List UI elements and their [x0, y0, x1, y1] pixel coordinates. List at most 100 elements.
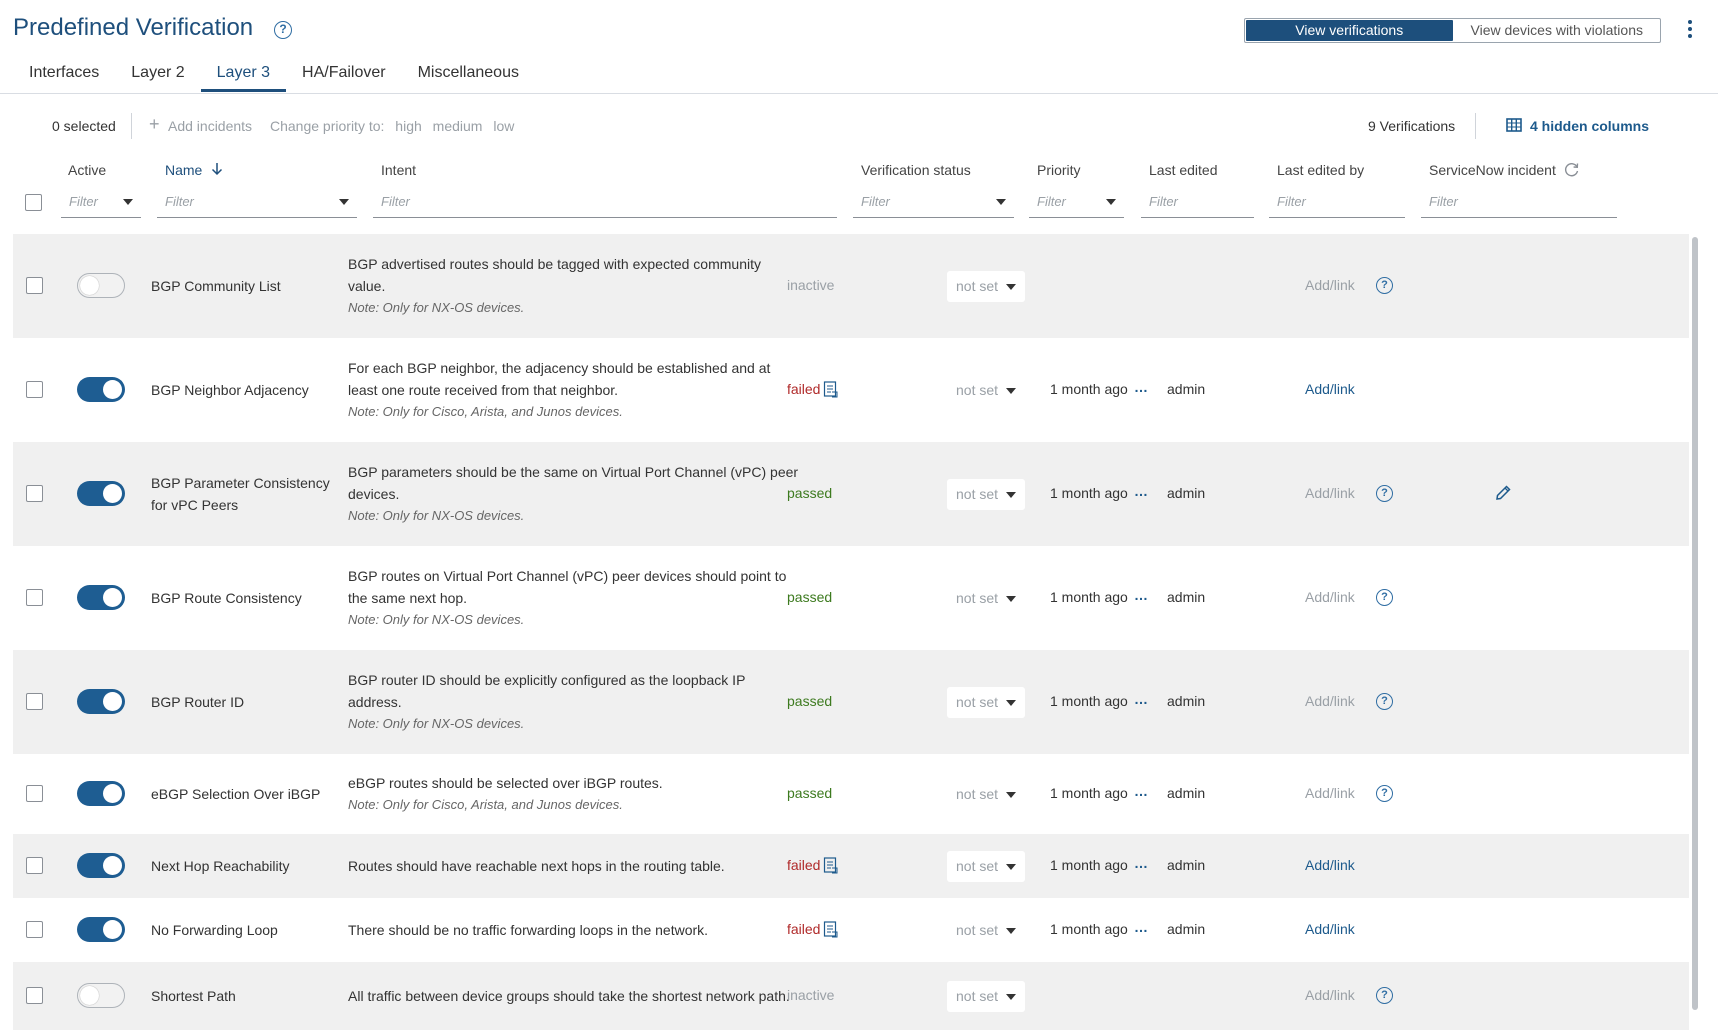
help-icon[interactable]: ? — [1376, 987, 1393, 1004]
more-icon[interactable]: … — [1134, 783, 1148, 799]
report-icon[interactable] — [823, 381, 838, 398]
toggle-knob — [103, 484, 122, 503]
view-verifications-button[interactable]: View verifications — [1246, 20, 1453, 41]
more-icon[interactable]: … — [1134, 919, 1148, 935]
last-edited-by-filter[interactable]: Filter — [1269, 185, 1405, 218]
tab-layer-2[interactable]: Layer 2 — [131, 64, 185, 81]
column-header-servicenow-incident[interactable]: ServiceNow incident — [1429, 162, 1556, 178]
active-filter[interactable]: Filter — [61, 185, 141, 218]
verification-status: passed — [787, 485, 833, 501]
priority-select[interactable]: not set — [947, 851, 1025, 882]
verification-name[interactable]: BGP Router ID — [151, 691, 244, 713]
row-checkbox[interactable] — [26, 987, 43, 1004]
active-toggle[interactable] — [77, 689, 125, 714]
more-icon[interactable]: … — [1134, 855, 1148, 871]
column-header-priority[interactable]: Priority — [1037, 162, 1081, 178]
row-checkbox[interactable] — [26, 785, 43, 802]
tab-ha-failover[interactable]: HA/Failover — [302, 64, 386, 81]
kebab-menu-icon[interactable] — [1687, 20, 1693, 40]
row-checkbox[interactable] — [26, 485, 43, 502]
view-devices-with-violations-button[interactable]: View devices with violations — [1470, 22, 1644, 38]
tab-layer-3[interactable]: Layer 3 — [200, 62, 287, 92]
column-header-last-edited[interactable]: Last edited — [1149, 162, 1218, 178]
priority-select[interactable]: not set — [947, 687, 1025, 718]
verification-name-line: BGP Community List — [151, 278, 281, 294]
add-incidents-button[interactable]: Add incidents — [168, 118, 253, 134]
column-header-verification-status[interactable]: Verification status — [861, 162, 971, 178]
priority-select[interactable]: not set — [947, 583, 1025, 614]
priority-select[interactable]: not set — [947, 479, 1025, 510]
columns-icon[interactable] — [1506, 117, 1522, 133]
priority-medium-button[interactable]: medium — [432, 118, 483, 134]
active-toggle[interactable] — [77, 481, 125, 506]
active-toggle[interactable] — [77, 781, 125, 806]
verification-name[interactable]: Next Hop Reachability — [151, 855, 290, 877]
help-icon[interactable]: ? — [1376, 277, 1393, 294]
chevron-down-icon — [1006, 928, 1016, 934]
row-checkbox[interactable] — [26, 381, 43, 398]
active-toggle[interactable] — [77, 273, 125, 298]
column-header-intent[interactable]: Intent — [381, 162, 417, 178]
sort-down-icon[interactable] — [210, 161, 224, 177]
tab-miscellaneous[interactable]: Miscellaneous — [417, 64, 519, 81]
more-icon[interactable]: … — [1134, 379, 1148, 395]
help-icon[interactable]: ? — [274, 21, 292, 39]
row-checkbox[interactable] — [26, 921, 43, 938]
scrollbar-thumb[interactable] — [1692, 237, 1698, 1010]
help-icon[interactable]: ? — [1376, 485, 1393, 502]
select-all-checkbox[interactable] — [25, 194, 42, 211]
column-header-name[interactable]: Name — [165, 162, 203, 178]
priority-low-button[interactable]: low — [493, 118, 515, 134]
priority-select[interactable]: not set — [947, 915, 1025, 946]
active-toggle[interactable] — [77, 585, 125, 610]
verification-name[interactable]: BGP Parameter Consistency for vPC Peers — [151, 472, 330, 516]
more-icon[interactable]: … — [1134, 587, 1148, 603]
servicenow-add-link[interactable]: Add/link — [1305, 857, 1355, 873]
chevron-down-icon — [1006, 864, 1016, 870]
verification-name[interactable]: Shortest Path — [151, 985, 236, 1007]
active-toggle[interactable] — [77, 917, 125, 942]
priority-select[interactable]: not set — [947, 271, 1025, 302]
row-checkbox[interactable] — [26, 693, 43, 710]
active-toggle[interactable] — [77, 983, 125, 1008]
active-toggle[interactable] — [77, 377, 125, 402]
verification-name[interactable]: BGP Community List — [151, 275, 281, 297]
help-icon[interactable]: ? — [1376, 693, 1393, 710]
report-icon[interactable] — [823, 921, 838, 938]
help-icon[interactable]: ? — [1376, 589, 1393, 606]
row-checkbox[interactable] — [26, 277, 43, 294]
last-edited-filter[interactable]: Filter — [1141, 185, 1254, 218]
verification-name[interactable]: BGP Route Consistency — [151, 587, 302, 609]
pencil-icon[interactable] — [1494, 484, 1512, 502]
hidden-columns-button[interactable]: 4 hidden columns — [1530, 118, 1650, 134]
priority-select[interactable]: not set — [947, 375, 1025, 406]
name-filter[interactable]: Filter — [157, 185, 357, 218]
tab-interfaces[interactable]: Interfaces — [29, 64, 100, 81]
priority-filter[interactable]: Filter — [1029, 185, 1124, 218]
priority-select[interactable]: not set — [947, 779, 1025, 810]
table-row: No Forwarding Loop There should be no tra… — [13, 898, 1689, 962]
more-icon[interactable]: … — [1134, 691, 1148, 707]
refresh-icon[interactable] — [1563, 161, 1580, 178]
intent-note: Note: Only for NX-OS devices. — [348, 716, 525, 731]
active-toggle[interactable] — [77, 853, 125, 878]
toggle-knob — [80, 276, 99, 295]
servicenow-add-link[interactable]: Add/link — [1305, 381, 1355, 397]
more-icon[interactable]: … — [1134, 483, 1148, 499]
verification-name[interactable]: BGP Neighbor Adjacency — [151, 379, 309, 401]
row-checkbox[interactable] — [26, 589, 43, 606]
column-header-last-edited-by[interactable]: Last edited by — [1277, 162, 1365, 178]
intent-filter[interactable]: Filter — [373, 185, 837, 218]
table-row: Next Hop Reachability Routes should have … — [13, 834, 1689, 898]
row-checkbox[interactable] — [26, 857, 43, 874]
servicenow-filter[interactable]: Filter — [1421, 185, 1617, 218]
priority-high-button[interactable]: high — [395, 118, 422, 134]
help-icon[interactable]: ? — [1376, 785, 1393, 802]
verification-name[interactable]: No Forwarding Loop — [151, 919, 278, 941]
status-filter[interactable]: Filter — [853, 185, 1014, 218]
priority-select[interactable]: not set — [947, 981, 1025, 1012]
verification-name[interactable]: eBGP Selection Over iBGP — [151, 783, 320, 805]
servicenow-add-link[interactable]: Add/link — [1305, 921, 1355, 937]
report-icon[interactable] — [823, 857, 838, 874]
column-header-active[interactable]: Active — [68, 162, 107, 178]
